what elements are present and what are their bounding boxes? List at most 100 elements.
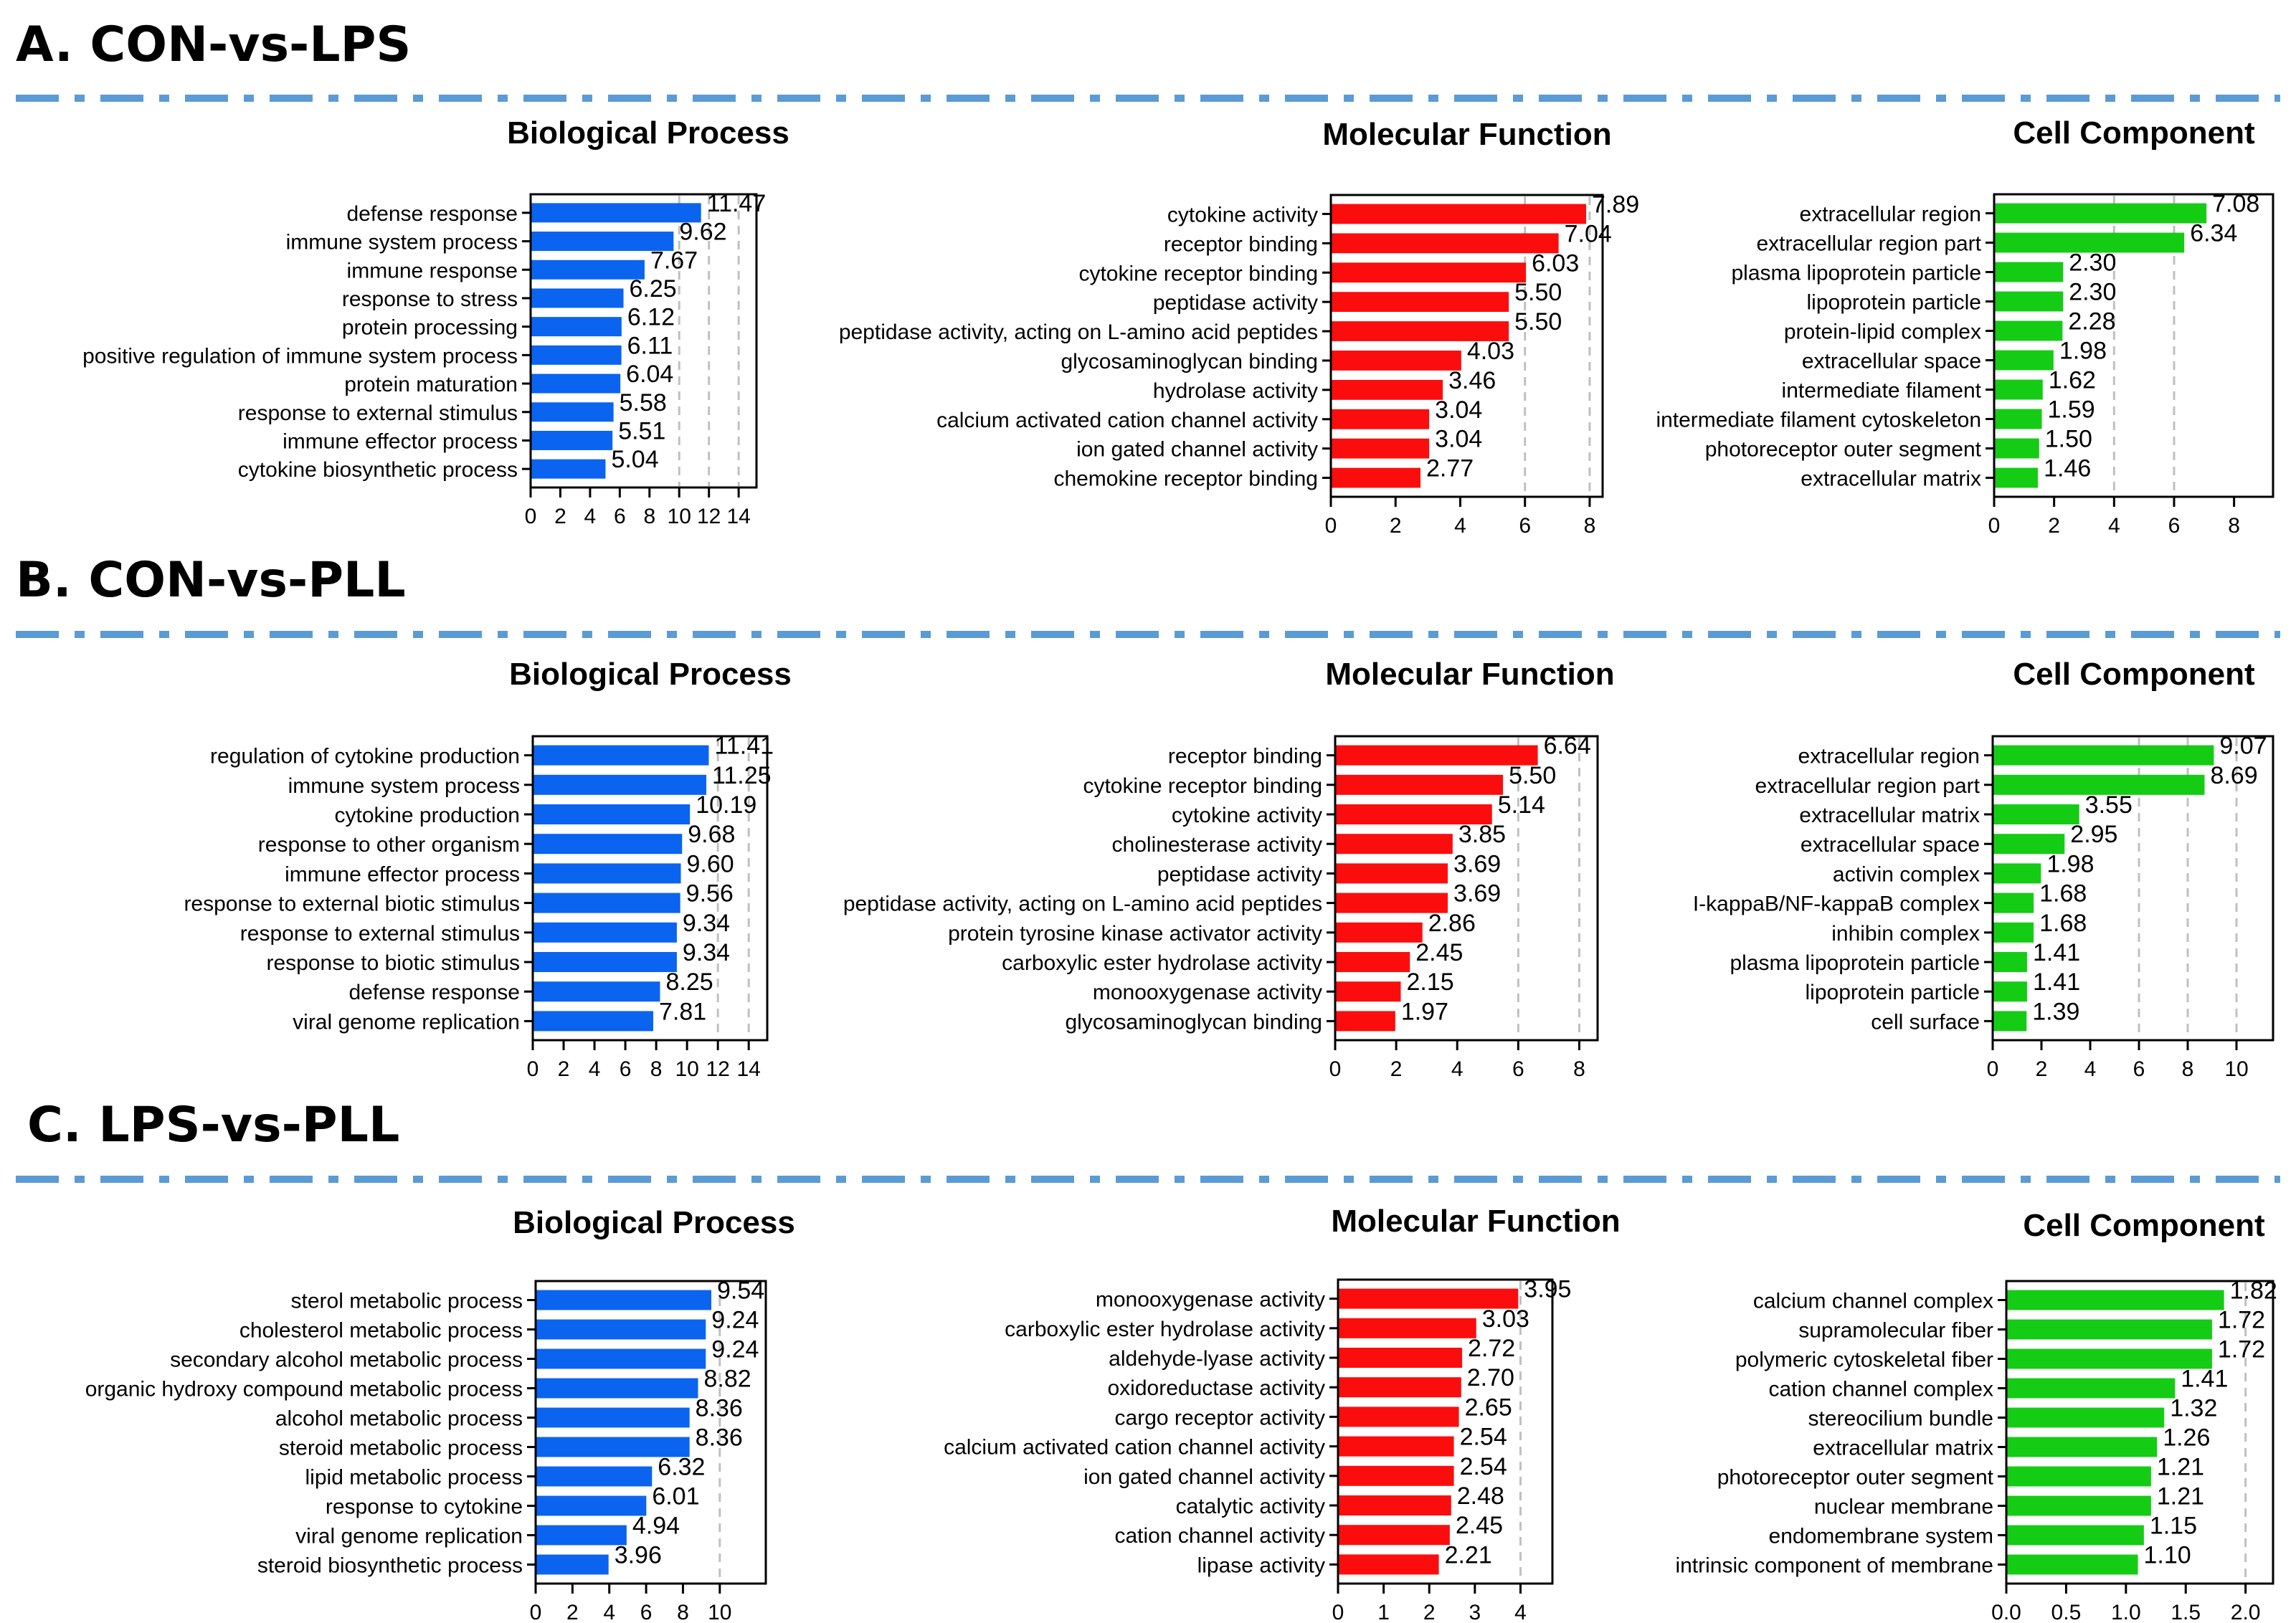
value-label: 6.34 (2190, 220, 2237, 247)
chart-title: Cell Component (2013, 657, 2255, 692)
bar (536, 1495, 647, 1516)
x-tick-label: 8 (677, 1601, 689, 1623)
bar (2006, 1525, 2144, 1546)
x-tick-label: 6 (640, 1601, 653, 1623)
category-label: I-kappaB/NF-kappaB complex (1693, 893, 1980, 916)
x-tick-label: 10 (675, 1057, 698, 1081)
bar (1993, 834, 2065, 855)
bar (2006, 1378, 2176, 1399)
category-label: plasma lipoprotein particle (1731, 262, 1981, 285)
category-label: response to cytokine (326, 1495, 523, 1519)
x-tick-label: 12 (697, 505, 721, 528)
bar (1338, 1465, 1454, 1486)
bar (1993, 774, 2205, 795)
category-label: regulation of cytokine production (210, 745, 520, 768)
value-label: 1.15 (2150, 1513, 2197, 1540)
bar (1335, 834, 1453, 855)
bar (533, 893, 680, 913)
value-label: 1.50 (2045, 426, 2092, 453)
x-tick-label: 10 (708, 1601, 731, 1623)
bar (2006, 1495, 2151, 1516)
x-tick-label: 0.5 (2051, 1601, 2082, 1623)
value-label: 9.24 (711, 1307, 759, 1334)
value-label: 7.04 (1565, 220, 1612, 247)
value-label: 3.03 (1482, 1305, 1529, 1333)
category-label: carboxylic ester hydrolase activity (1005, 1318, 1325, 1341)
category-label: inhibin complex (1831, 922, 1980, 946)
plot-frame (1329, 194, 1604, 498)
x-tick-label: 1 (1377, 1601, 1390, 1623)
x-tick-label: 4 (2084, 1057, 2097, 1081)
category-label: chemokine receptor binding (1053, 467, 1318, 491)
category-label: positive regulation of immune system pro… (82, 344, 518, 368)
x-tick-label: 4 (603, 1601, 615, 1623)
value-label: 5.51 (618, 417, 665, 444)
category-label: receptor binding (1168, 745, 1322, 768)
bar (1994, 467, 2039, 488)
bar (1993, 745, 2214, 766)
bar (1994, 379, 2043, 400)
value-label: 1.46 (2044, 455, 2091, 482)
chart-title: Molecular Function (1331, 1204, 1620, 1239)
x-tick-label: 14 (726, 505, 750, 528)
value-label: 5.50 (1509, 762, 1556, 789)
x-tick-label: 14 (736, 1057, 760, 1081)
category-label: photoreceptor outer segment (1717, 1466, 1994, 1490)
chart-title: Molecular Function (1322, 117, 1611, 152)
value-label: 4.94 (632, 1513, 680, 1540)
bar (1994, 203, 2207, 224)
value-label: 8.25 (665, 968, 713, 996)
category-label: calcium activated cation channel activit… (936, 409, 1318, 432)
category-label: sterol metabolic process (291, 1290, 523, 1313)
value-label: 3.69 (1453, 850, 1501, 877)
section-title-b: B. CON-vs-PLL (16, 552, 406, 609)
x-tick-label: 0 (1988, 514, 2001, 538)
bar (1993, 1011, 2027, 1032)
x-tick-label: 10 (2224, 1057, 2248, 1081)
value-label: 9.24 (711, 1336, 759, 1363)
x-tick-label: 8 (650, 1057, 663, 1081)
section-c: C. LPS-vs-PLL (16, 1097, 2280, 1183)
value-label: 1.21 (2157, 1454, 2204, 1481)
x-tick-label: 6 (620, 1057, 632, 1081)
category-label: extracellular region (1800, 203, 1981, 227)
category-label: defense response (346, 202, 518, 226)
category-label: calcium activated cation channel activit… (944, 1436, 1325, 1460)
bar (531, 232, 674, 252)
bar (2006, 1437, 2158, 1457)
bar (531, 203, 701, 223)
value-label: 2.15 (1407, 968, 1454, 996)
category-label: steroid metabolic process (279, 1437, 523, 1460)
bar (1993, 981, 2027, 1002)
bar (1993, 922, 2034, 943)
value-label: 1.59 (2048, 396, 2095, 424)
bar (533, 774, 707, 795)
bar (1338, 1347, 1463, 1369)
value-label: 10.19 (696, 791, 756, 819)
x-tick-label: 0 (1332, 1601, 1344, 1623)
category-label: protein processing (342, 316, 518, 340)
value-label: 6.01 (652, 1483, 699, 1510)
x-tick-label: 4 (1514, 1601, 1527, 1623)
bar (533, 745, 709, 766)
category-label: extracellular space (1802, 350, 1981, 373)
x-tick-label: 0 (527, 1057, 539, 1081)
category-label: protein-lipid complex (1784, 320, 1981, 344)
x-tick-label: 2 (1390, 514, 1402, 538)
bar (1994, 409, 2042, 429)
category-label: carboxylic ester hydrolase activity (1002, 951, 1322, 975)
bar (1335, 951, 1410, 973)
value-label: 3.46 (1448, 367, 1496, 394)
bar (533, 951, 677, 973)
x-tick-label: 2 (2036, 1057, 2048, 1081)
value-label: 9.34 (683, 910, 730, 937)
x-tick-label: 0 (1987, 1057, 1999, 1081)
value-label: 1.10 (2143, 1542, 2191, 1569)
value-label: 1.72 (2218, 1307, 2265, 1334)
bar (2006, 1466, 2151, 1487)
category-label: glycosaminoglycan binding (1065, 1010, 1322, 1034)
x-tick-label: 2 (1390, 1057, 1403, 1081)
bar (1994, 291, 2064, 312)
chart-title: Biological Process (507, 115, 789, 151)
